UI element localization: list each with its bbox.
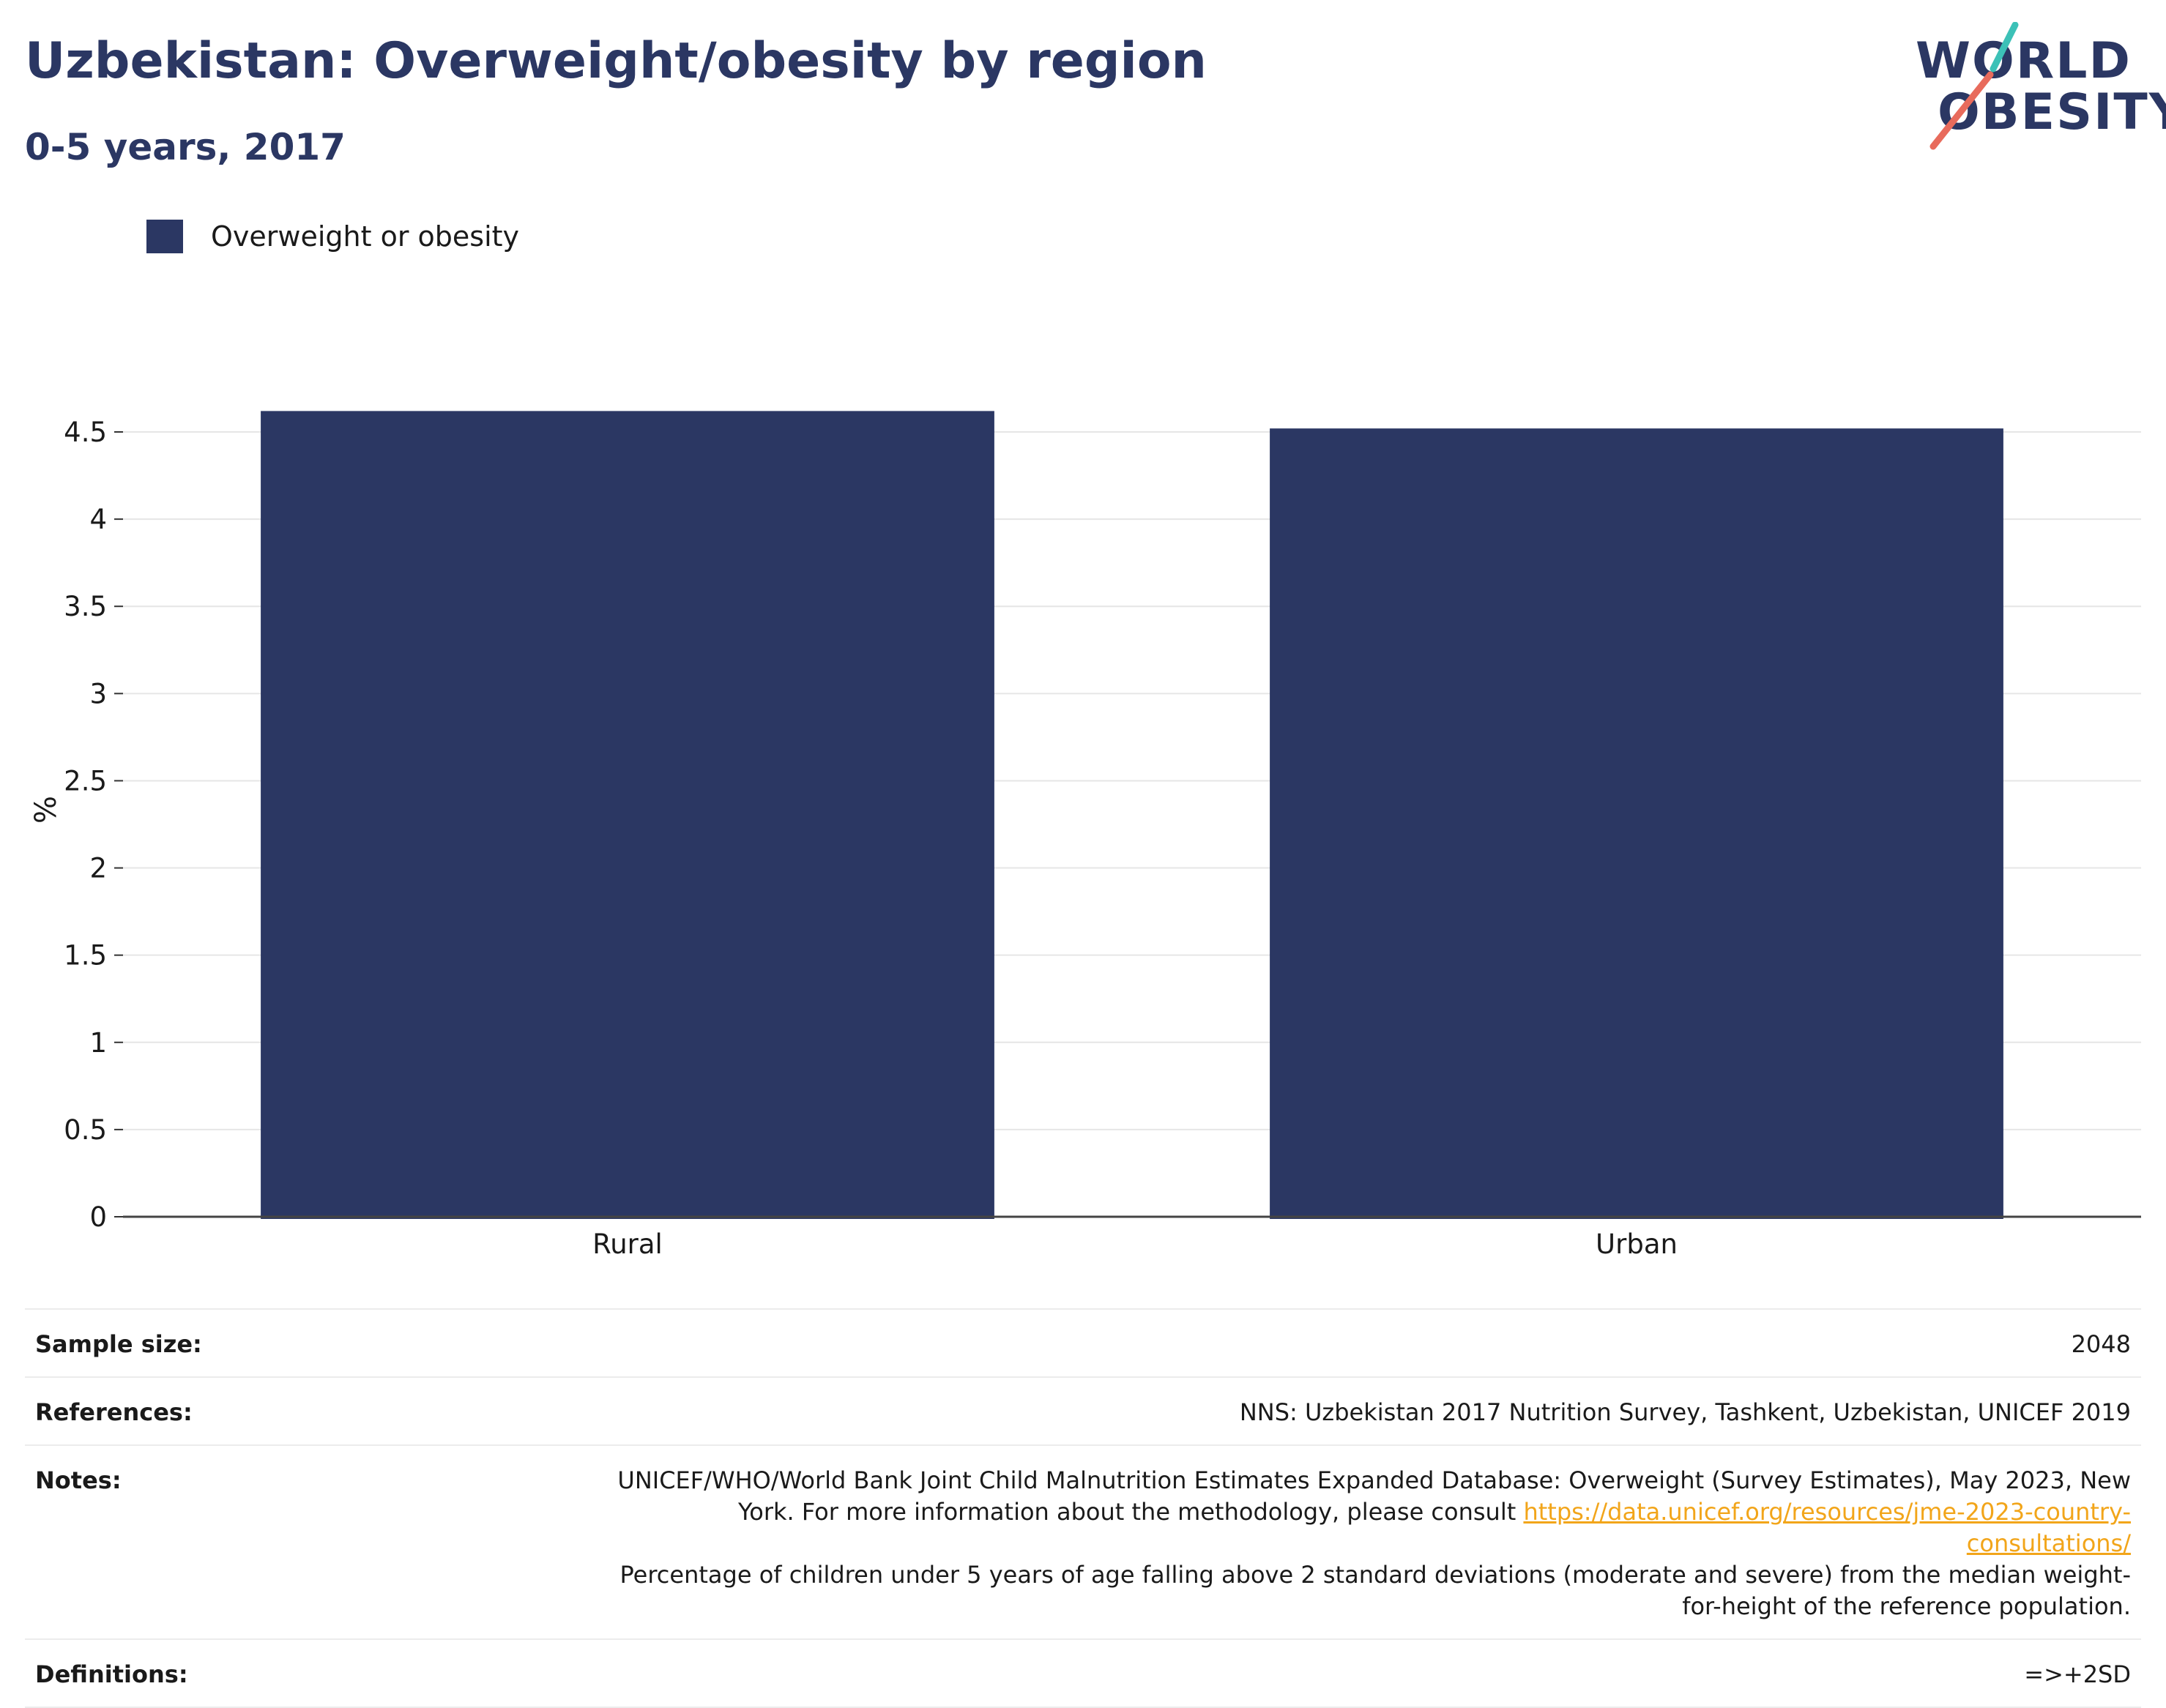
legend-swatch: [146, 220, 183, 253]
y-tick-label: 3: [89, 678, 107, 709]
bar: [261, 411, 994, 1219]
bar: [1270, 428, 2003, 1219]
references-value: NNS: Uzbekistan 2017 Nutrition Survey, T…: [1239, 1398, 2131, 1426]
info-row-notes: Notes: UNICEF/WHO/World Bank Joint Child…: [25, 1444, 2141, 1638]
notes-link[interactable]: https://data.unicef.org/resources/jme-20…: [1523, 1498, 2131, 1557]
info-table: Sample size: 2048 References: NNS: Uzbek…: [25, 1308, 2141, 1708]
logo-slash-icon: [1929, 22, 2019, 150]
chart-subtitle: 0-5 years, 2017: [25, 126, 346, 168]
chart-title: Uzbekistan: Overweight/obesity by region: [25, 32, 1207, 90]
world-obesity-logo[interactable]: WORLD OBESITY: [1911, 22, 2166, 154]
notes-label: Notes:: [35, 1466, 122, 1494]
references-label: References:: [35, 1398, 193, 1426]
y-tick-label: 4: [89, 504, 107, 535]
y-tick-label: 0: [89, 1201, 107, 1233]
x-tick-label: Urban: [1596, 1228, 1678, 1260]
logo-line-world: WORLD: [1916, 32, 2132, 90]
legend-label: Overweight or obesity: [211, 220, 520, 253]
info-row-definitions: Definitions: =>+2SD: [25, 1638, 2141, 1708]
y-tick-label: 3.5: [64, 591, 107, 622]
sample-size-value: 2048: [2071, 1330, 2131, 1358]
legend[interactable]: Overweight or obesity: [146, 218, 519, 255]
info-row-sample-size: Sample size: 2048: [25, 1308, 2141, 1376]
notes-text: UNICEF/WHO/World Bank Joint Child Malnut…: [617, 1466, 2131, 1526]
y-axis-title: %: [29, 796, 63, 824]
y-tick-label: 4.5: [64, 417, 107, 448]
y-tick-label: 1: [89, 1027, 107, 1059]
bar-chart: 0 0.5 1 1.5 2 2.5 3 3.5 4 4.5 Rural Urban%: [29, 411, 2141, 1260]
y-tick-label: 2: [89, 853, 107, 884]
x-tick-label: Rural: [592, 1228, 663, 1260]
sample-size-label: Sample size:: [35, 1330, 202, 1358]
info-row-references: References: NNS: Uzbekistan 2017 Nutriti…: [25, 1376, 2141, 1444]
notes-text-definition: Percentage of children under 5 years of …: [619, 1561, 2132, 1620]
notes-value: UNICEF/WHO/World Bank Joint Child Malnut…: [608, 1465, 2131, 1622]
y-tick-label: 2.5: [64, 765, 107, 797]
definitions-value: =>+2SD: [2024, 1660, 2131, 1688]
y-tick-label: 0.5: [64, 1114, 107, 1146]
y-tick-label: 1.5: [64, 940, 107, 972]
definitions-label: Definitions:: [35, 1660, 188, 1688]
